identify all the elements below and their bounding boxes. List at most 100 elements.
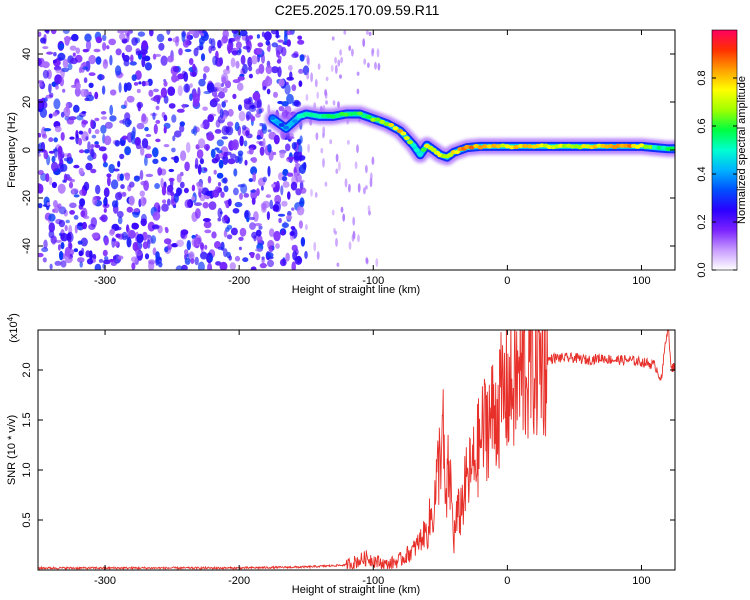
noise-blob [239, 227, 247, 237]
noise-blob [103, 236, 109, 246]
noise-blob [94, 129, 100, 135]
noise-blob [100, 124, 107, 134]
noise-blob [348, 45, 352, 51]
noise-blob [197, 182, 204, 192]
colorbar: 0.0 0.2 0.4 0.6 0.8 Normalized spectral ampl… [696, 29, 748, 278]
x-tick-label: 100 [632, 275, 650, 287]
noise-blob [80, 210, 86, 218]
noise-blob [68, 242, 73, 250]
noise-blob [371, 47, 375, 54]
noise-blob [214, 94, 219, 99]
noise-blob [226, 224, 233, 230]
noise-blob [48, 83, 52, 94]
noise-blob [40, 141, 46, 152]
noise-blob [322, 158, 325, 168]
noise-blob [298, 80, 303, 87]
noise-blob [42, 257, 47, 263]
noise-blob [160, 55, 168, 66]
noise-blob [232, 79, 241, 84]
noise-blob [284, 83, 291, 95]
noise-blob [238, 111, 246, 122]
noise-blob [193, 47, 199, 57]
noise-blob [267, 143, 272, 153]
noise-blob [95, 36, 103, 44]
noise-blob [273, 91, 278, 98]
noise-blob [104, 256, 109, 261]
noise-blob [262, 86, 267, 91]
noise-blob [153, 123, 158, 135]
noise-blob [338, 161, 341, 171]
noise-blob [163, 238, 172, 245]
noise-blob [343, 30, 347, 35]
noise-blob [211, 189, 220, 198]
noise-blob [298, 220, 303, 229]
noise-blob [67, 63, 73, 71]
noise-blob [103, 135, 112, 146]
noise-blob [213, 169, 217, 175]
ridge-point [407, 140, 414, 145]
noise-blob [110, 261, 117, 266]
noise-blob [267, 104, 271, 114]
noise-blob [334, 64, 338, 74]
noise-blob [258, 225, 263, 230]
ridge-point [269, 115, 276, 120]
noise-blob [154, 183, 161, 189]
noise-blob [219, 261, 228, 270]
noise-blob [271, 183, 276, 188]
noise-blob [234, 201, 243, 208]
noise-blob [237, 150, 244, 157]
noise-blob [251, 157, 258, 163]
noise-blob [152, 247, 157, 256]
noise-blob [90, 119, 94, 129]
ridge-point [464, 144, 471, 149]
noise-blob [233, 187, 239, 196]
noise-blob [151, 224, 160, 230]
noise-blob [177, 85, 183, 97]
noise-blob [234, 155, 240, 164]
noise-blob [57, 244, 61, 251]
snr-y-ticks: 0.5 1.0 1.5 2.0 [21, 362, 675, 528]
noise-blob [103, 259, 111, 265]
noise-blob [314, 192, 318, 198]
noise-blob [191, 71, 197, 77]
noise-blob [82, 221, 87, 230]
noise-blob [75, 47, 81, 54]
ridge-point [420, 147, 427, 152]
noise-blob [277, 39, 284, 43]
noise-blob [153, 88, 159, 93]
noise-blob [287, 156, 295, 160]
noise-blob [291, 142, 297, 150]
noise-blob [64, 35, 70, 46]
noise-blob [221, 178, 227, 184]
noise-blob [337, 59, 341, 67]
noise-blob [339, 74, 342, 79]
noise-blob [197, 138, 206, 149]
noise-blob [255, 112, 261, 118]
noise-blob [206, 82, 215, 93]
noise-blob [43, 128, 52, 132]
noise-blob [296, 255, 302, 263]
noise-blob [152, 158, 159, 164]
y-tick-label: 40 [21, 48, 33, 60]
noise-blob [208, 201, 217, 211]
noise-blob [94, 144, 101, 149]
noise-blob [160, 156, 168, 162]
noise-blob [250, 189, 256, 193]
noise-blob [199, 251, 208, 260]
noise-blob [69, 202, 77, 209]
ridge-point [660, 145, 667, 150]
noise-blob [183, 83, 191, 93]
noise-blob [226, 42, 233, 53]
noise-blob [98, 73, 103, 81]
noise-blob [266, 88, 271, 95]
noise-blob [136, 88, 141, 94]
noise-blob [77, 240, 83, 245]
noise-blob [365, 257, 369, 265]
noise-blob [125, 44, 133, 53]
ridge-point [343, 112, 350, 117]
noise-blob [242, 63, 248, 74]
noise-blob [140, 48, 148, 55]
noise-blob [109, 54, 113, 66]
